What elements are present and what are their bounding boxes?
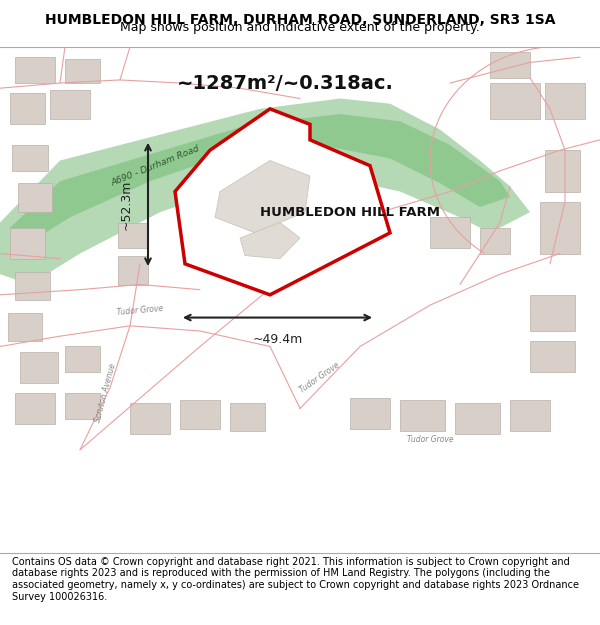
Text: Map shows position and indicative extent of the property.: Map shows position and indicative extent…	[120, 21, 480, 34]
Text: Tudor Grove: Tudor Grove	[407, 435, 454, 444]
Polygon shape	[215, 161, 310, 233]
Polygon shape	[530, 295, 575, 331]
Polygon shape	[130, 403, 170, 434]
Text: A690 - Durham Road: A690 - Durham Road	[109, 144, 200, 188]
Polygon shape	[10, 228, 45, 259]
Text: Tudor Grove: Tudor Grove	[116, 304, 164, 317]
Polygon shape	[12, 145, 48, 171]
Polygon shape	[455, 403, 500, 434]
Polygon shape	[350, 398, 390, 429]
Polygon shape	[10, 93, 45, 124]
Text: Contains OS data © Crown copyright and database right 2021. This information is : Contains OS data © Crown copyright and d…	[12, 557, 579, 601]
Polygon shape	[545, 83, 585, 119]
Polygon shape	[175, 109, 390, 295]
Polygon shape	[480, 228, 510, 254]
Polygon shape	[490, 52, 530, 78]
Polygon shape	[230, 403, 265, 431]
Polygon shape	[65, 393, 100, 419]
Polygon shape	[65, 346, 100, 372]
Polygon shape	[20, 352, 58, 382]
Polygon shape	[530, 341, 575, 372]
Text: HUMBLEDON HILL FARM, DURHAM ROAD, SUNDERLAND, SR3 1SA: HUMBLEDON HILL FARM, DURHAM ROAD, SUNDER…	[45, 13, 555, 27]
Polygon shape	[65, 59, 100, 83]
Text: ~1287m²/~0.318ac.: ~1287m²/~0.318ac.	[176, 74, 394, 92]
Polygon shape	[8, 313, 42, 341]
Polygon shape	[10, 114, 510, 248]
Polygon shape	[400, 400, 445, 431]
Polygon shape	[18, 183, 52, 212]
Polygon shape	[50, 90, 90, 119]
Polygon shape	[15, 393, 55, 424]
Polygon shape	[118, 222, 148, 248]
Polygon shape	[430, 217, 470, 248]
Text: HUMBLEDON HILL FARM: HUMBLEDON HILL FARM	[260, 206, 440, 219]
Polygon shape	[118, 256, 148, 284]
Polygon shape	[240, 222, 300, 259]
Polygon shape	[15, 58, 55, 83]
Polygon shape	[510, 400, 550, 431]
Polygon shape	[540, 202, 580, 254]
Polygon shape	[180, 400, 220, 429]
Text: Scruton Avenue: Scruton Avenue	[93, 362, 117, 424]
Text: ~52.3m: ~52.3m	[120, 179, 133, 229]
Polygon shape	[545, 150, 580, 191]
Polygon shape	[490, 83, 540, 119]
Polygon shape	[15, 272, 50, 300]
Polygon shape	[0, 99, 530, 284]
Text: Tudor Grove: Tudor Grove	[298, 361, 341, 394]
Text: ~49.4m: ~49.4m	[253, 333, 302, 346]
